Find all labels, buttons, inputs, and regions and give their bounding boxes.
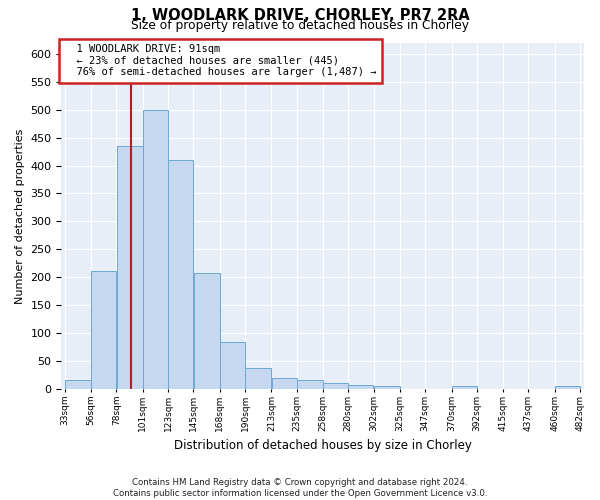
Text: Contains HM Land Registry data © Crown copyright and database right 2024.
Contai: Contains HM Land Registry data © Crown c… — [113, 478, 487, 498]
Bar — [143, 110, 168, 389]
Bar — [349, 386, 373, 389]
Text: 1, WOODLARK DRIVE, CHORLEY, PR7 2RA: 1, WOODLARK DRIVE, CHORLEY, PR7 2RA — [131, 8, 469, 23]
Bar — [323, 382, 348, 389]
Bar — [194, 273, 220, 389]
Bar — [297, 380, 323, 389]
Bar — [168, 160, 193, 389]
Text: 1 WOODLARK DRIVE: 91sqm
  ← 23% of detached houses are smaller (445)
  76% of se: 1 WOODLARK DRIVE: 91sqm ← 23% of detache… — [64, 44, 377, 78]
Bar — [65, 380, 91, 389]
Text: Size of property relative to detached houses in Chorley: Size of property relative to detached ho… — [131, 19, 469, 32]
Bar — [91, 271, 116, 389]
Bar — [245, 368, 271, 389]
Bar — [116, 146, 143, 389]
Bar — [452, 386, 477, 389]
X-axis label: Distribution of detached houses by size in Chorley: Distribution of detached houses by size … — [173, 440, 472, 452]
Bar — [272, 378, 296, 389]
Bar — [555, 386, 580, 389]
Bar — [220, 342, 245, 389]
Y-axis label: Number of detached properties: Number of detached properties — [15, 128, 25, 304]
Bar — [374, 386, 400, 389]
